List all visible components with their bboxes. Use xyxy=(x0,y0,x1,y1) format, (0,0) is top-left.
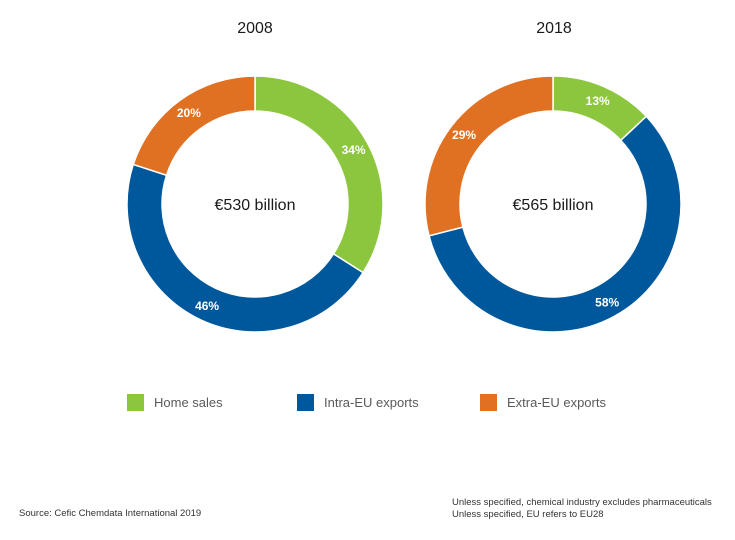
legend-label-home-sales: Home sales xyxy=(154,395,223,410)
legend-label-intra-eu: Intra-EU exports xyxy=(324,395,419,410)
center-label-2018: €565 billion xyxy=(513,197,594,214)
donut-slice-2008-intra-eu xyxy=(126,163,365,333)
data-label-2008-intra-eu: 46% xyxy=(195,299,219,313)
chart-title-2018: 2018 xyxy=(536,20,572,37)
legend-swatch-home-sales xyxy=(127,394,144,411)
data-label-2008-extra-eu: 20% xyxy=(177,106,201,120)
donut-slice-2018-extra-eu xyxy=(424,75,554,237)
legend-item-home-sales: Home sales xyxy=(127,394,223,411)
legend-item-extra-eu: Extra-EU exports xyxy=(480,394,606,411)
footnotes: Unless specified, chemical industry excl… xyxy=(452,497,712,521)
data-label-2018-extra-eu: 29% xyxy=(452,128,476,142)
footnote-1: Unless specified, chemical industry excl… xyxy=(452,497,712,508)
footnote-2: Unless specified, EU refers to EU28 xyxy=(452,509,604,520)
chart-title-2008: 2008 xyxy=(237,20,273,37)
data-label-2008-home-sales: 34% xyxy=(342,143,366,157)
legend-label-extra-eu: Extra-EU exports xyxy=(507,395,606,410)
data-label-2018-home-sales: 13% xyxy=(586,94,610,108)
donut-slice-2008-home-sales xyxy=(254,75,384,274)
legend-swatch-extra-eu xyxy=(480,394,497,411)
legend-swatch-intra-eu xyxy=(297,394,314,411)
donut-slice-2018-intra-eu xyxy=(428,115,682,333)
data-label-2018-intra-eu: 58% xyxy=(595,296,619,310)
legend-item-intra-eu: Intra-EU exports xyxy=(297,394,419,411)
center-label-2008: €530 billion xyxy=(215,197,296,214)
donut-slice-2008-extra-eu xyxy=(132,75,256,177)
source-note: Source: Cefic Chemdata International 201… xyxy=(19,508,202,519)
